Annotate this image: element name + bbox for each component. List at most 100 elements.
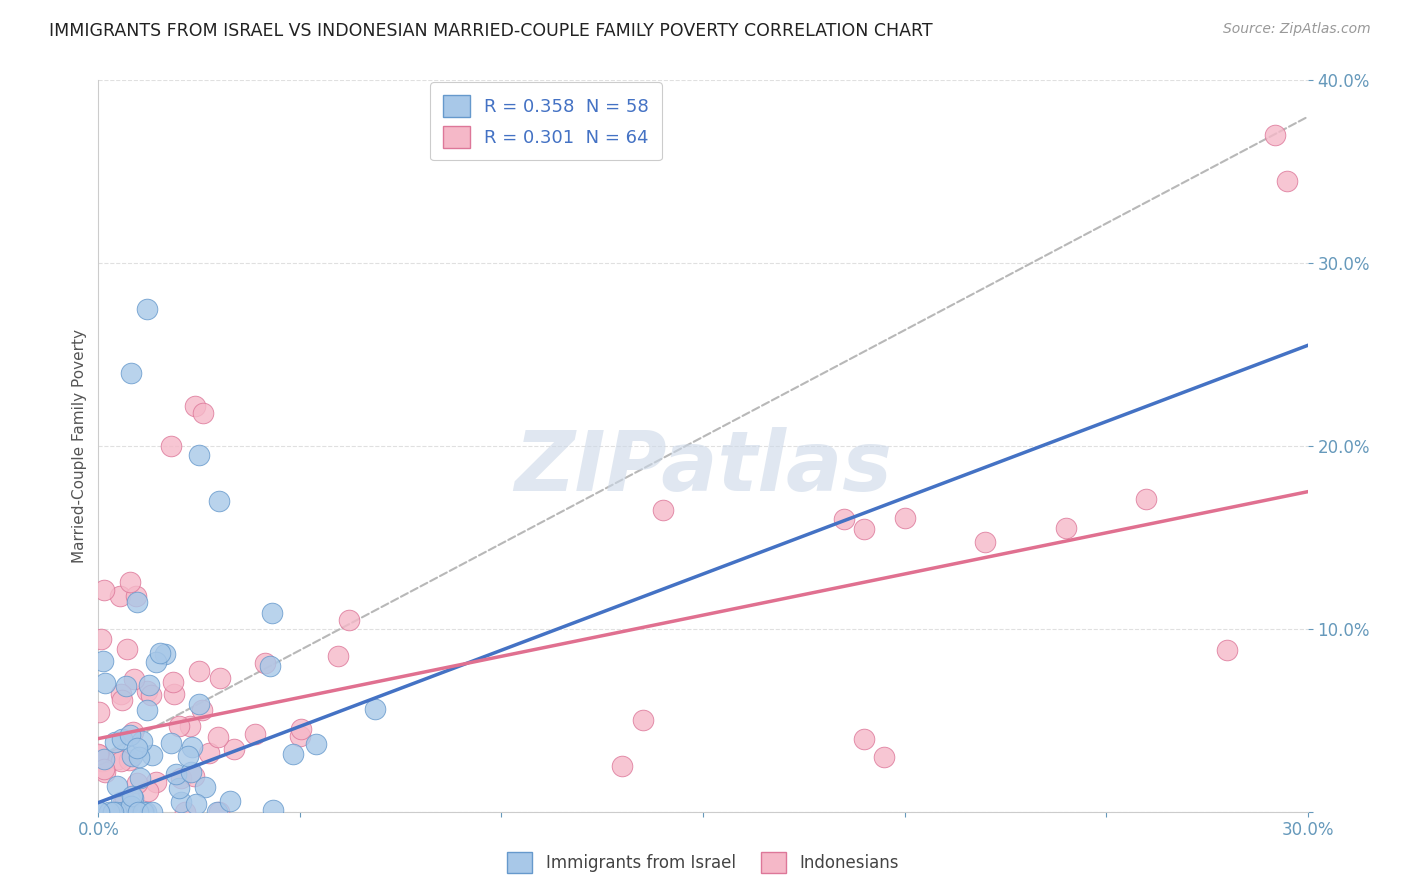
Point <box>205 805 228 819</box>
Point <box>183 769 205 783</box>
Point <box>612 759 634 773</box>
Point <box>167 719 190 733</box>
Point <box>853 731 876 746</box>
Point <box>208 494 231 508</box>
Point <box>93 654 115 668</box>
Point <box>339 613 361 627</box>
Point <box>125 776 148 790</box>
Point <box>328 649 350 664</box>
Point <box>89 805 111 819</box>
Point <box>254 657 277 671</box>
Point <box>122 673 145 687</box>
Point <box>127 740 149 755</box>
Point <box>170 771 193 785</box>
Point <box>974 535 997 549</box>
Point <box>160 736 183 750</box>
Point <box>188 448 211 462</box>
Point <box>262 606 284 620</box>
Point <box>107 780 129 794</box>
Point <box>112 805 135 819</box>
Point <box>173 805 195 819</box>
Point <box>90 754 112 768</box>
Point <box>93 762 115 776</box>
Point <box>136 703 159 717</box>
Point <box>90 632 112 647</box>
Point <box>893 511 915 525</box>
Point <box>97 805 120 819</box>
Point <box>208 805 231 819</box>
Point <box>94 765 117 780</box>
Point <box>93 583 115 598</box>
Point <box>177 748 200 763</box>
Point <box>145 775 167 789</box>
Point <box>141 805 163 819</box>
Point <box>1264 128 1286 143</box>
Point <box>125 589 148 603</box>
Point <box>288 729 311 743</box>
Point <box>110 589 132 603</box>
Point <box>208 671 231 685</box>
Point <box>93 752 115 766</box>
Point <box>290 723 312 737</box>
Point <box>121 748 143 763</box>
Point <box>193 406 215 420</box>
Point <box>118 728 141 742</box>
Point <box>121 724 143 739</box>
Point <box>245 726 267 740</box>
Point <box>262 803 284 817</box>
Point <box>94 675 117 690</box>
Point <box>129 772 152 786</box>
Point <box>120 366 142 380</box>
Point <box>853 522 876 536</box>
Point <box>180 765 202 780</box>
Point <box>89 705 111 719</box>
Point <box>186 797 208 812</box>
Point <box>180 739 202 754</box>
Text: IMMIGRANTS FROM ISRAEL VS INDONESIAN MARRIED-COUPLE FAMILY POVERTY CORRELATION C: IMMIGRANTS FROM ISRAEL VS INDONESIAN MAR… <box>49 22 932 40</box>
Point <box>165 767 187 781</box>
Point <box>110 795 132 809</box>
Point <box>125 595 148 609</box>
Point <box>364 702 387 716</box>
Point <box>170 795 193 809</box>
Point <box>222 742 245 756</box>
Point <box>87 747 110 761</box>
Point <box>111 798 134 813</box>
Point <box>118 753 141 767</box>
Point <box>107 752 129 766</box>
Point <box>134 805 156 819</box>
Point <box>132 805 155 819</box>
Point <box>188 697 211 711</box>
Point <box>114 794 136 808</box>
Point <box>873 749 896 764</box>
Point <box>281 747 304 761</box>
Point <box>305 737 328 751</box>
Text: Source: ZipAtlas.com: Source: ZipAtlas.com <box>1223 22 1371 37</box>
Point <box>131 734 153 748</box>
Point <box>89 748 111 763</box>
Point <box>1216 643 1239 657</box>
Point <box>127 805 149 819</box>
Legend: Immigrants from Israel, Indonesians: Immigrants from Israel, Indonesians <box>501 846 905 880</box>
Point <box>163 687 186 701</box>
Point <box>1054 521 1077 535</box>
Point <box>194 780 217 794</box>
Point <box>122 790 145 805</box>
Point <box>121 799 143 814</box>
Point <box>1135 492 1157 507</box>
Point <box>136 784 159 798</box>
Point <box>141 747 163 762</box>
Point <box>134 805 156 819</box>
Point <box>118 574 141 589</box>
Point <box>104 805 127 819</box>
Point <box>1277 174 1299 188</box>
Point <box>139 688 162 702</box>
Point <box>187 665 209 679</box>
Point <box>104 735 127 749</box>
Point <box>190 703 212 717</box>
Point <box>207 731 229 745</box>
Point <box>167 781 190 796</box>
Point <box>160 439 183 453</box>
Point <box>219 794 242 808</box>
Point <box>101 805 124 819</box>
